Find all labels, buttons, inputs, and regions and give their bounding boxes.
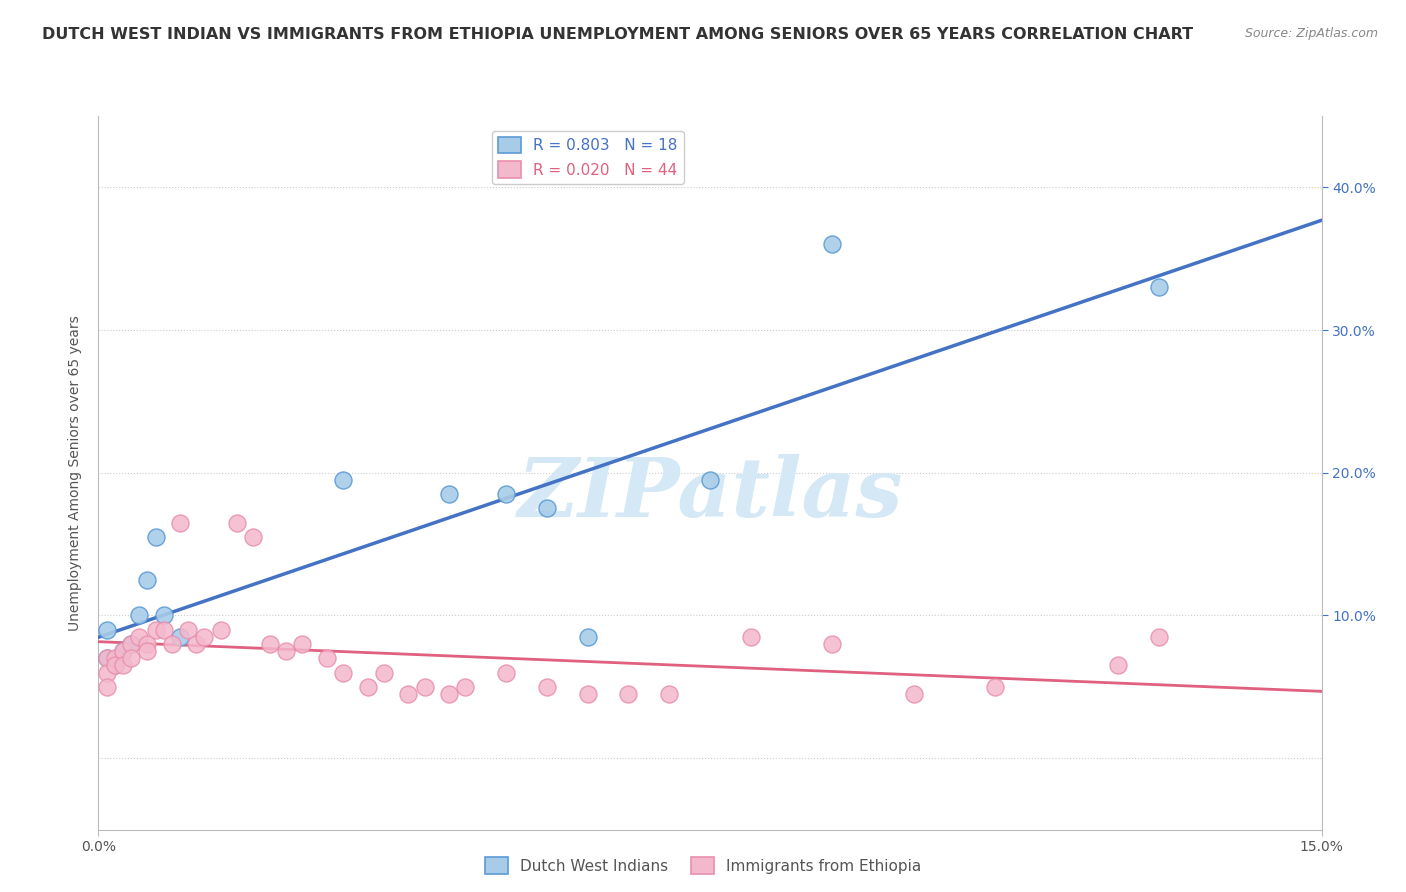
- Legend: Dutch West Indians, Immigrants from Ethiopia: Dutch West Indians, Immigrants from Ethi…: [478, 851, 928, 880]
- Point: [152, 608, 174, 623]
- Point: [186, 637, 208, 651]
- Point: [177, 623, 200, 637]
- Point: [120, 637, 142, 651]
- Text: DUTCH WEST INDIAN VS IMMIGRANTS FROM ETHIOPIA UNEMPLOYMENT AMONG SENIORS OVER 65: DUTCH WEST INDIAN VS IMMIGRANTS FROM ETH…: [42, 27, 1194, 42]
- Point: [193, 630, 215, 644]
- Point: [104, 658, 127, 673]
- Point: [1147, 280, 1170, 294]
- Point: [536, 501, 558, 516]
- Point: [576, 687, 599, 701]
- Point: [454, 680, 477, 694]
- Point: [396, 687, 419, 701]
- Point: [96, 623, 118, 637]
- Point: [315, 651, 337, 665]
- Point: [437, 687, 460, 701]
- Point: [259, 637, 281, 651]
- Point: [495, 665, 517, 680]
- Point: [104, 651, 127, 665]
- Point: [145, 530, 167, 544]
- Point: [373, 665, 395, 680]
- Point: [160, 637, 183, 651]
- Point: [332, 665, 354, 680]
- Point: [145, 623, 167, 637]
- Y-axis label: Unemployment Among Seniors over 65 years: Unemployment Among Seniors over 65 years: [69, 315, 83, 631]
- Text: Source: ZipAtlas.com: Source: ZipAtlas.com: [1244, 27, 1378, 40]
- Point: [437, 487, 460, 501]
- Point: [128, 630, 150, 644]
- Point: [111, 658, 134, 673]
- Point: [740, 630, 762, 644]
- Point: [291, 637, 314, 651]
- Point: [128, 608, 150, 623]
- Point: [226, 516, 249, 530]
- Point: [821, 637, 844, 651]
- Point: [136, 644, 159, 658]
- Point: [274, 644, 297, 658]
- Point: [1107, 658, 1129, 673]
- Point: [120, 651, 142, 665]
- Point: [136, 573, 159, 587]
- Point: [495, 487, 517, 501]
- Point: [699, 473, 721, 487]
- Point: [169, 630, 191, 644]
- Point: [169, 516, 191, 530]
- Point: [96, 651, 118, 665]
- Point: [242, 530, 264, 544]
- Point: [120, 637, 142, 651]
- Point: [821, 237, 844, 252]
- Point: [536, 680, 558, 694]
- Point: [984, 680, 1007, 694]
- Point: [111, 644, 134, 658]
- Text: ZIPatlas: ZIPatlas: [517, 454, 903, 534]
- Point: [356, 680, 378, 694]
- Point: [104, 658, 127, 673]
- Point: [209, 623, 232, 637]
- Point: [152, 623, 174, 637]
- Point: [136, 637, 159, 651]
- Point: [332, 473, 354, 487]
- Point: [96, 651, 118, 665]
- Point: [111, 644, 134, 658]
- Legend: R = 0.803   N = 18, R = 0.020   N = 44: R = 0.803 N = 18, R = 0.020 N = 44: [492, 131, 683, 184]
- Point: [617, 687, 640, 701]
- Point: [903, 687, 925, 701]
- Point: [413, 680, 436, 694]
- Point: [1147, 630, 1170, 644]
- Point: [658, 687, 681, 701]
- Point: [576, 630, 599, 644]
- Point: [96, 680, 118, 694]
- Point: [96, 665, 118, 680]
